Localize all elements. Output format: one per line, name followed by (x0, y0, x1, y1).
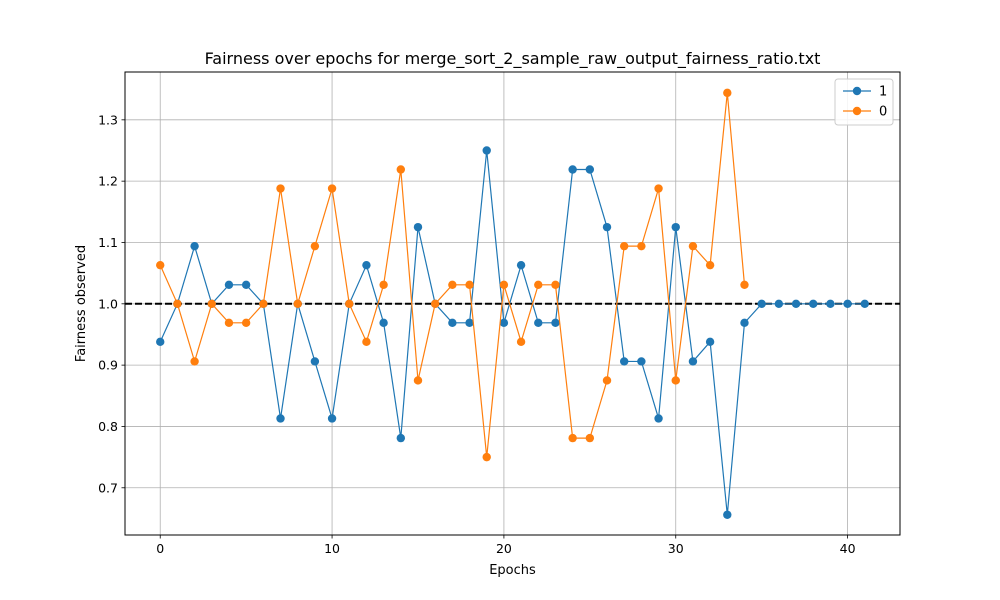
data-point (516, 337, 526, 347)
y-tick-label: 1.3 (98, 112, 118, 127)
y-tick-label: 0.8 (98, 419, 118, 434)
legend-label: 1 (879, 85, 887, 100)
data-point (327, 184, 337, 193)
series-1 (156, 88, 749, 462)
data-point (448, 280, 457, 289)
legend-label: 0 (879, 105, 887, 120)
data-point (654, 414, 663, 423)
data-point (809, 299, 818, 309)
data-point (448, 318, 457, 328)
series-group (156, 88, 869, 519)
data-point (705, 260, 715, 270)
data-point (585, 433, 595, 443)
legend-swatch-marker (852, 86, 862, 96)
data-point (843, 299, 852, 309)
data-point (534, 318, 543, 328)
data-point (534, 280, 543, 289)
grid (125, 72, 900, 535)
y-tick-label: 1.1 (98, 235, 118, 250)
data-point (276, 184, 285, 193)
data-point (723, 510, 732, 519)
data-point (224, 280, 234, 289)
data-point (156, 337, 165, 347)
data-point (156, 260, 165, 270)
data-point (671, 376, 680, 385)
data-point (310, 357, 320, 366)
data-point (499, 280, 509, 289)
x-tick-label: 10 (324, 541, 340, 556)
data-point (310, 241, 320, 251)
data-point (465, 318, 474, 328)
y-tick-label: 0.9 (98, 358, 118, 373)
series-line (159, 150, 865, 515)
chart-title: Fairness over epochs for merge_sort_2_sa… (205, 49, 821, 69)
data-point (654, 184, 663, 193)
data-point (619, 357, 629, 366)
data-point (774, 299, 784, 309)
data-point (259, 299, 268, 309)
data-point (619, 241, 629, 251)
data-point (757, 299, 766, 309)
data-point (568, 433, 577, 443)
x-tick-label: 40 (840, 541, 856, 556)
data-point (826, 299, 835, 309)
legend-swatch-marker (852, 106, 862, 116)
data-point (379, 280, 388, 289)
data-point (293, 299, 302, 309)
data-point (379, 318, 388, 328)
data-point (602, 376, 612, 385)
data-point (207, 299, 216, 309)
data-point (723, 88, 732, 98)
data-point (224, 318, 234, 328)
data-point (637, 357, 646, 366)
legend: 10 (834, 78, 894, 126)
data-point (637, 241, 646, 251)
data-point (413, 222, 423, 232)
y-tick-label: 1.0 (98, 296, 118, 311)
data-point (327, 414, 337, 423)
data-point (241, 318, 251, 328)
axis-ticks: 0 10 20 30 40 0.7 0.8 0.9 1.0 1.1 1.2 1.3 (98, 112, 855, 556)
data-point (396, 433, 406, 443)
data-point (740, 318, 749, 328)
y-tick-label: 1.2 (98, 174, 118, 189)
data-point (568, 165, 577, 174)
data-point (860, 299, 869, 309)
x-tick-label: 0 (156, 541, 164, 556)
data-point (276, 414, 285, 423)
data-point (482, 452, 491, 462)
data-point (688, 357, 698, 366)
x-tick-label: 20 (496, 541, 512, 556)
data-point (173, 299, 182, 309)
data-point (740, 280, 749, 289)
y-tick-label: 0.7 (98, 480, 118, 495)
data-point (602, 222, 612, 232)
data-point (516, 260, 526, 270)
data-point (430, 299, 440, 309)
data-point (671, 222, 680, 232)
data-point (482, 146, 491, 155)
data-point (499, 318, 509, 328)
data-point (551, 318, 560, 328)
data-point (362, 337, 371, 347)
x-axis-label: Epochs (489, 563, 536, 578)
data-point (413, 376, 423, 385)
x-tick-label: 30 (668, 541, 684, 556)
data-point (190, 357, 199, 366)
data-point (241, 280, 251, 289)
data-point (396, 165, 406, 174)
data-point (688, 241, 698, 251)
data-point (362, 260, 371, 270)
data-point (190, 241, 199, 251)
data-point (551, 280, 560, 289)
data-point (705, 337, 715, 347)
data-point (465, 280, 474, 289)
y-axis-label: Fairness observed (74, 245, 89, 362)
data-point (345, 299, 354, 309)
data-point (585, 165, 595, 174)
data-point (791, 299, 801, 309)
